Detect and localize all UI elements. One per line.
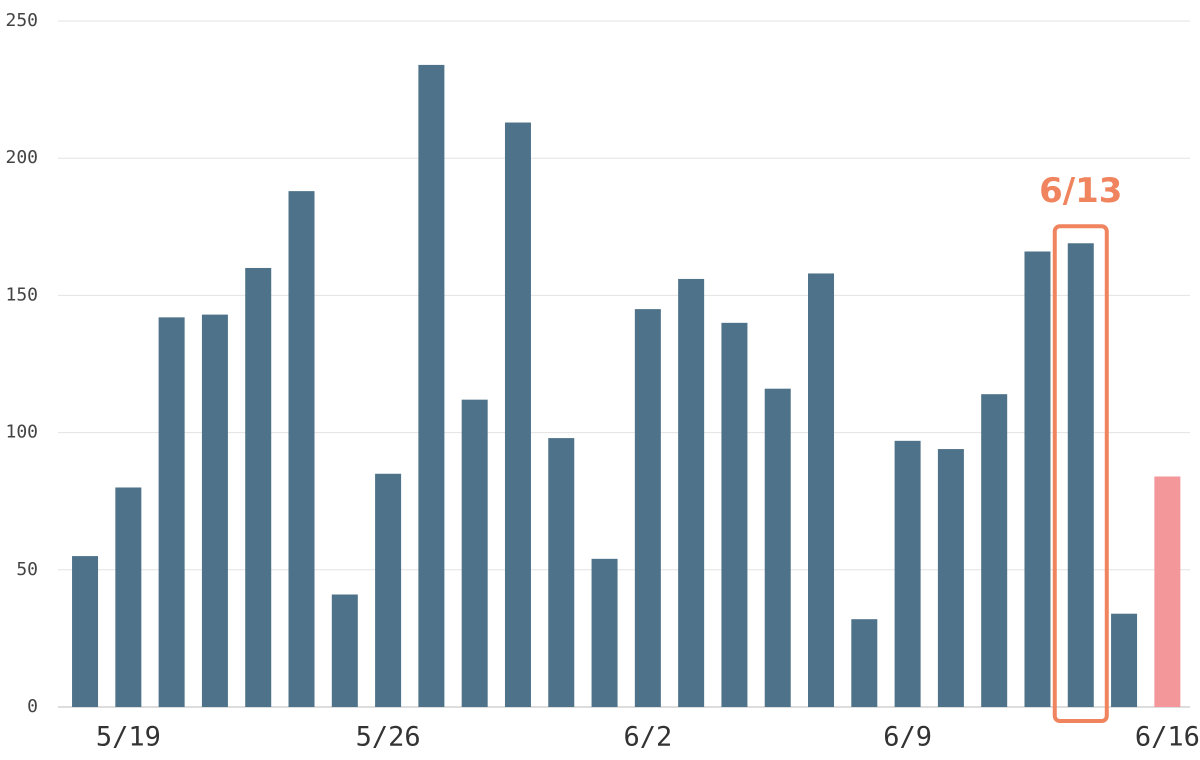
x-tick-label: 6/9	[883, 722, 932, 753]
bar	[418, 64, 445, 708]
y-tick-label: 150	[5, 284, 38, 305]
bar	[1067, 243, 1094, 708]
bar	[981, 394, 1008, 707]
bar	[894, 440, 921, 707]
bar	[634, 309, 661, 707]
annotation: 6/13	[1039, 171, 1122, 211]
bar	[504, 122, 531, 707]
bar	[548, 438, 575, 707]
y-tick-label: 100	[5, 422, 38, 443]
y-tick-label: 0	[27, 696, 38, 717]
bar	[808, 273, 835, 707]
bar	[721, 322, 748, 707]
y-tick-label: 50	[16, 559, 38, 580]
bar	[1154, 476, 1181, 707]
bar	[851, 619, 878, 707]
bar	[591, 558, 618, 707]
bar	[331, 594, 358, 707]
bar	[201, 314, 228, 707]
bar	[1024, 251, 1051, 707]
x-tick-label: 6/2	[623, 722, 672, 753]
bar	[461, 399, 488, 707]
bar	[937, 449, 964, 707]
x-tick-label: 5/19	[96, 722, 161, 753]
bar	[375, 473, 402, 707]
bar	[72, 556, 99, 707]
bar	[158, 317, 185, 707]
bar	[678, 278, 705, 707]
bar	[1111, 613, 1138, 707]
highlight-box	[1052, 224, 1109, 723]
bar	[288, 191, 315, 708]
x-tick-label: 6/16	[1135, 722, 1200, 753]
x-tick-label: 5/26	[356, 722, 421, 753]
bar	[245, 267, 272, 707]
y-tick-label: 250	[5, 10, 38, 31]
y-tick-label: 200	[5, 147, 38, 168]
bar	[764, 388, 791, 707]
bar	[115, 487, 142, 707]
